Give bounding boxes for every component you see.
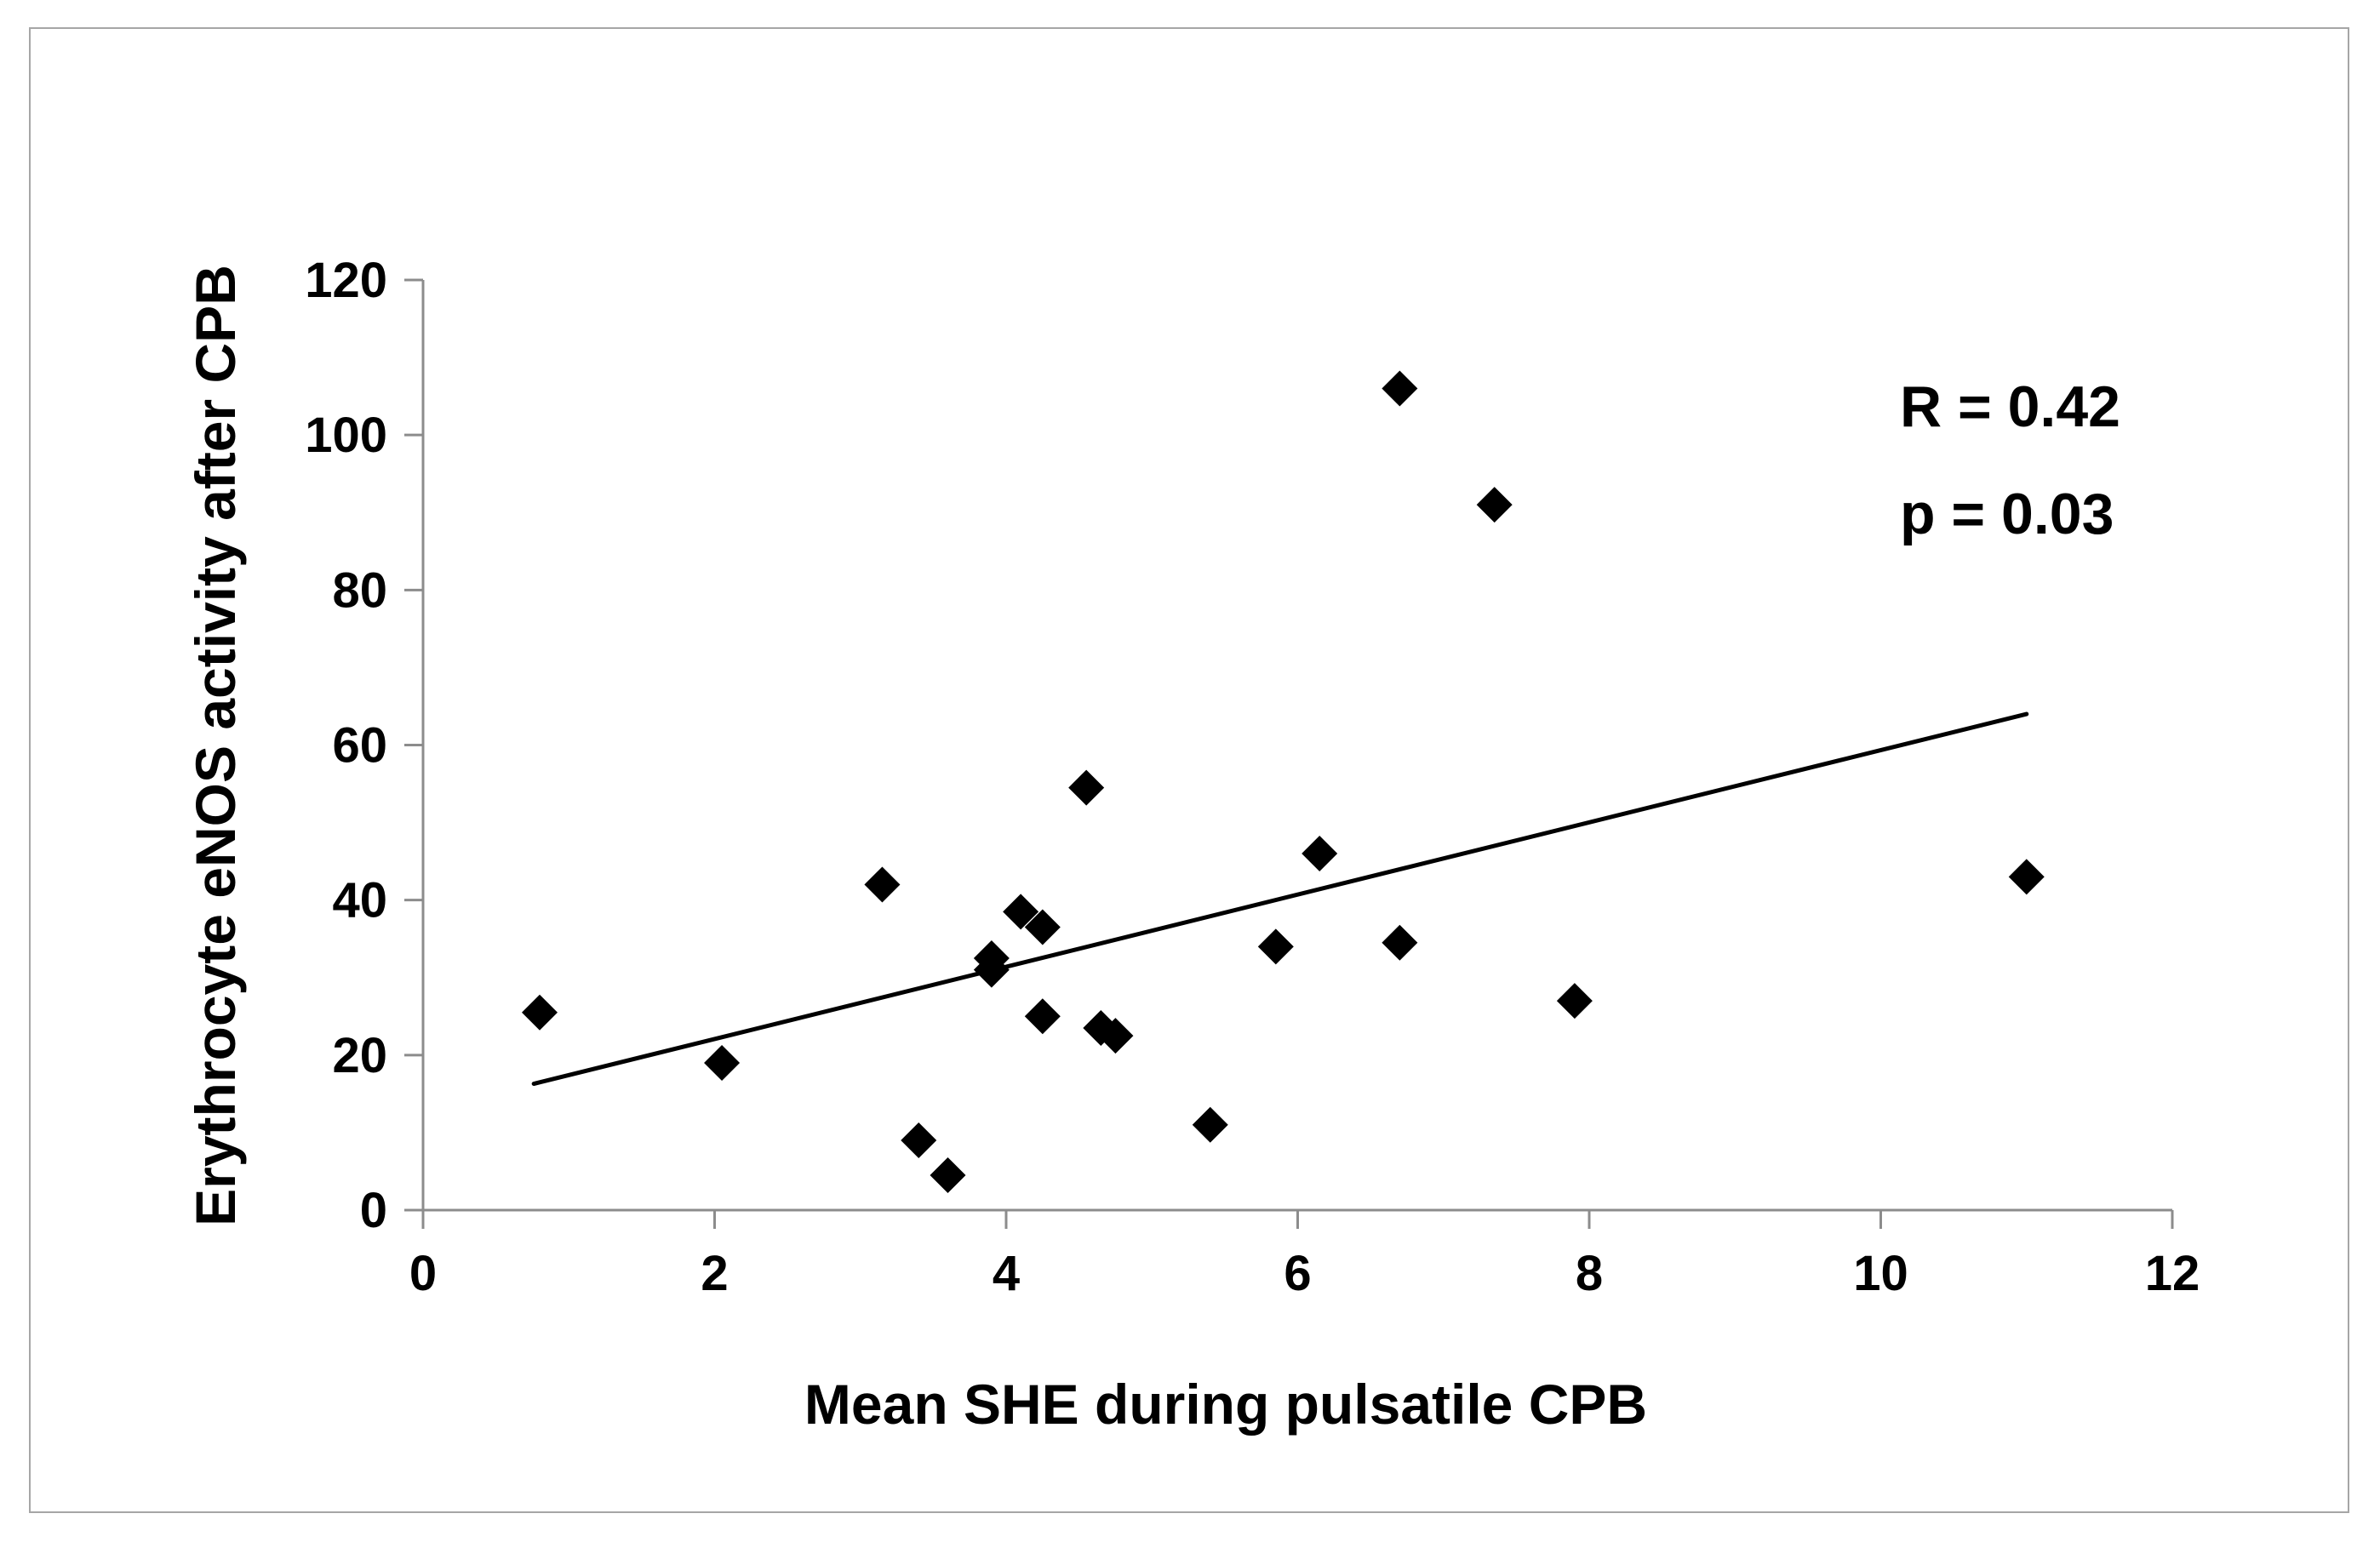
data-point-marker (901, 1122, 937, 1159)
data-point-marker (1192, 1106, 1228, 1143)
p-value-text: p = 0.03 (1900, 481, 2114, 546)
data-point-marker (1003, 894, 1039, 930)
data-point-marker (1476, 487, 1513, 523)
data-point-marker (1556, 983, 1593, 1019)
y-tick-label: 20 (332, 1028, 387, 1083)
data-point-marker (1024, 998, 1061, 1035)
y-tick-label: 80 (332, 563, 387, 618)
data-point-marker (930, 1157, 966, 1194)
data-point-marker (864, 866, 901, 903)
r-value-text: R = 0.42 (1900, 374, 2120, 439)
y-tick-label: 120 (305, 253, 387, 308)
x-axis-title: Mean SHE during pulsatile CPB (804, 1373, 1648, 1436)
data-point-marker (1068, 769, 1105, 806)
x-tick-label: 10 (1853, 1246, 1908, 1301)
y-tick-label: 100 (305, 408, 387, 463)
x-tick-label: 2 (701, 1246, 728, 1301)
y-tick-label: 40 (332, 873, 387, 928)
data-point-marker (1302, 836, 1338, 872)
data-point-marker (522, 994, 558, 1031)
data-point-marker (1257, 928, 1294, 965)
data-point-marker (2008, 859, 2045, 895)
data-point-marker (1024, 909, 1061, 945)
y-tick-label: 0 (360, 1183, 387, 1238)
figure-border (29, 27, 2349, 1513)
data-point-marker (1382, 370, 1418, 407)
y-axis-title: Erythrocyte eNOS activity after CPB (184, 265, 247, 1226)
y-tick-label: 60 (332, 718, 387, 774)
x-tick-label: 12 (2145, 1246, 2200, 1301)
trend-line (531, 711, 2029, 1087)
data-point-marker (973, 951, 1010, 988)
x-tick-label: 8 (1576, 1246, 1603, 1301)
data-point-marker (1097, 1018, 1134, 1054)
data-point-marker (1382, 924, 1418, 961)
x-tick-label: 4 (993, 1246, 1020, 1301)
stats-annotation: R = 0.42 p = 0.03 (1900, 354, 2120, 568)
x-tick-label: 6 (1284, 1246, 1311, 1301)
x-tick-label: 0 (409, 1246, 437, 1301)
data-point-marker (704, 1044, 741, 1081)
